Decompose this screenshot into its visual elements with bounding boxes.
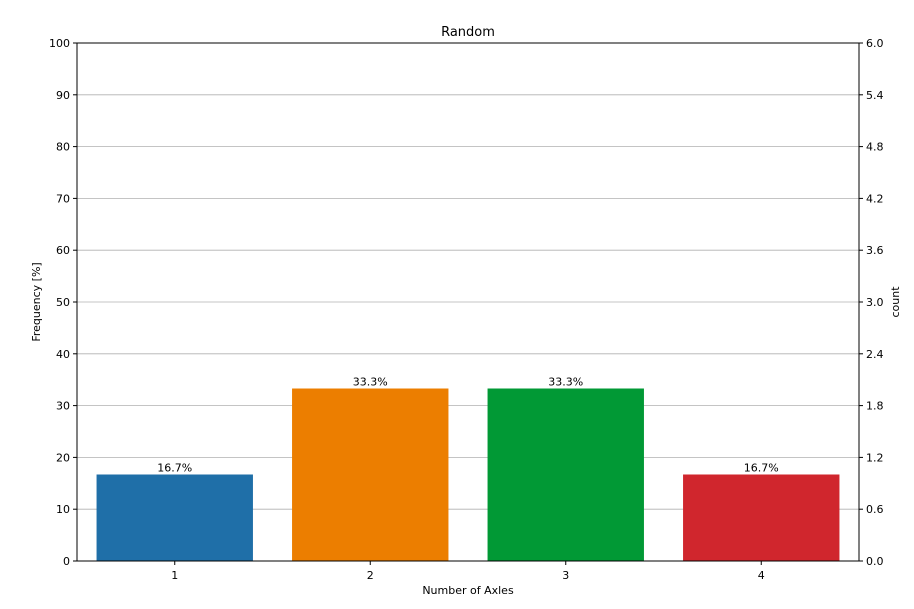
y-tick-label-left: 30	[56, 400, 70, 413]
x-tick-label: 3	[562, 569, 569, 582]
chart-title: Random	[441, 25, 495, 40]
y-tick-label-right: 5.4	[866, 89, 884, 102]
x-tick-label: 2	[367, 569, 374, 582]
y-tick-label-left: 70	[56, 192, 70, 205]
y-tick-label-left: 80	[56, 141, 70, 154]
data-labels-layer: 16.7% 33.3% 33.3% 16.7%	[157, 376, 778, 475]
x-axis-label: Number of Axles	[422, 584, 514, 597]
y-tick-label-right: 6.0	[866, 37, 884, 50]
y-tick-label-right: 3.6	[866, 244, 884, 257]
bar	[487, 388, 644, 561]
y-tick-label-right: 2.4	[866, 348, 884, 361]
bar-data-label: 16.7%	[744, 461, 779, 474]
grid-layer	[77, 94, 859, 510]
axes-layer: 0 10 20 30 40 50 60 70 80 90 100 0.0 0.6 1.2 1.8 2.4 3.0…	[49, 37, 884, 582]
bar	[96, 474, 253, 561]
bar-data-label: 33.3%	[353, 376, 388, 389]
x-tick-label: 4	[758, 569, 765, 582]
y-axis-label-right: count	[889, 286, 902, 318]
y-tick-label-left: 40	[56, 348, 70, 361]
bar	[292, 388, 449, 561]
y-tick-label-left: 0	[63, 555, 70, 568]
y-tick-label-right: 4.2	[866, 192, 884, 205]
x-tick-label: 1	[171, 569, 178, 582]
bar-data-label: 33.3%	[548, 376, 583, 389]
y-tick-label-left: 50	[56, 296, 70, 309]
plot-frame	[76, 42, 860, 562]
y-axis-label-left: Frequency [%]	[30, 262, 43, 341]
y-tick-label-right: 4.8	[866, 141, 884, 154]
bar	[683, 474, 840, 561]
y-tick-label-right: 3.0	[866, 296, 884, 309]
y-tick-label-right: 0.6	[866, 503, 884, 516]
y-tick-label-left: 100	[49, 37, 70, 50]
bar-data-label: 16.7%	[157, 461, 192, 474]
y-tick-label-left: 90	[56, 89, 70, 102]
y-tick-label-right: 0.0	[866, 555, 884, 568]
bars-layer	[96, 388, 840, 561]
y-tick-label-right: 1.2	[866, 451, 884, 464]
y-tick-label-left: 20	[56, 451, 70, 464]
y-tick-label-right: 1.8	[866, 400, 884, 413]
y-tick-label-left: 60	[56, 244, 70, 257]
y-tick-label-left: 10	[56, 503, 70, 516]
